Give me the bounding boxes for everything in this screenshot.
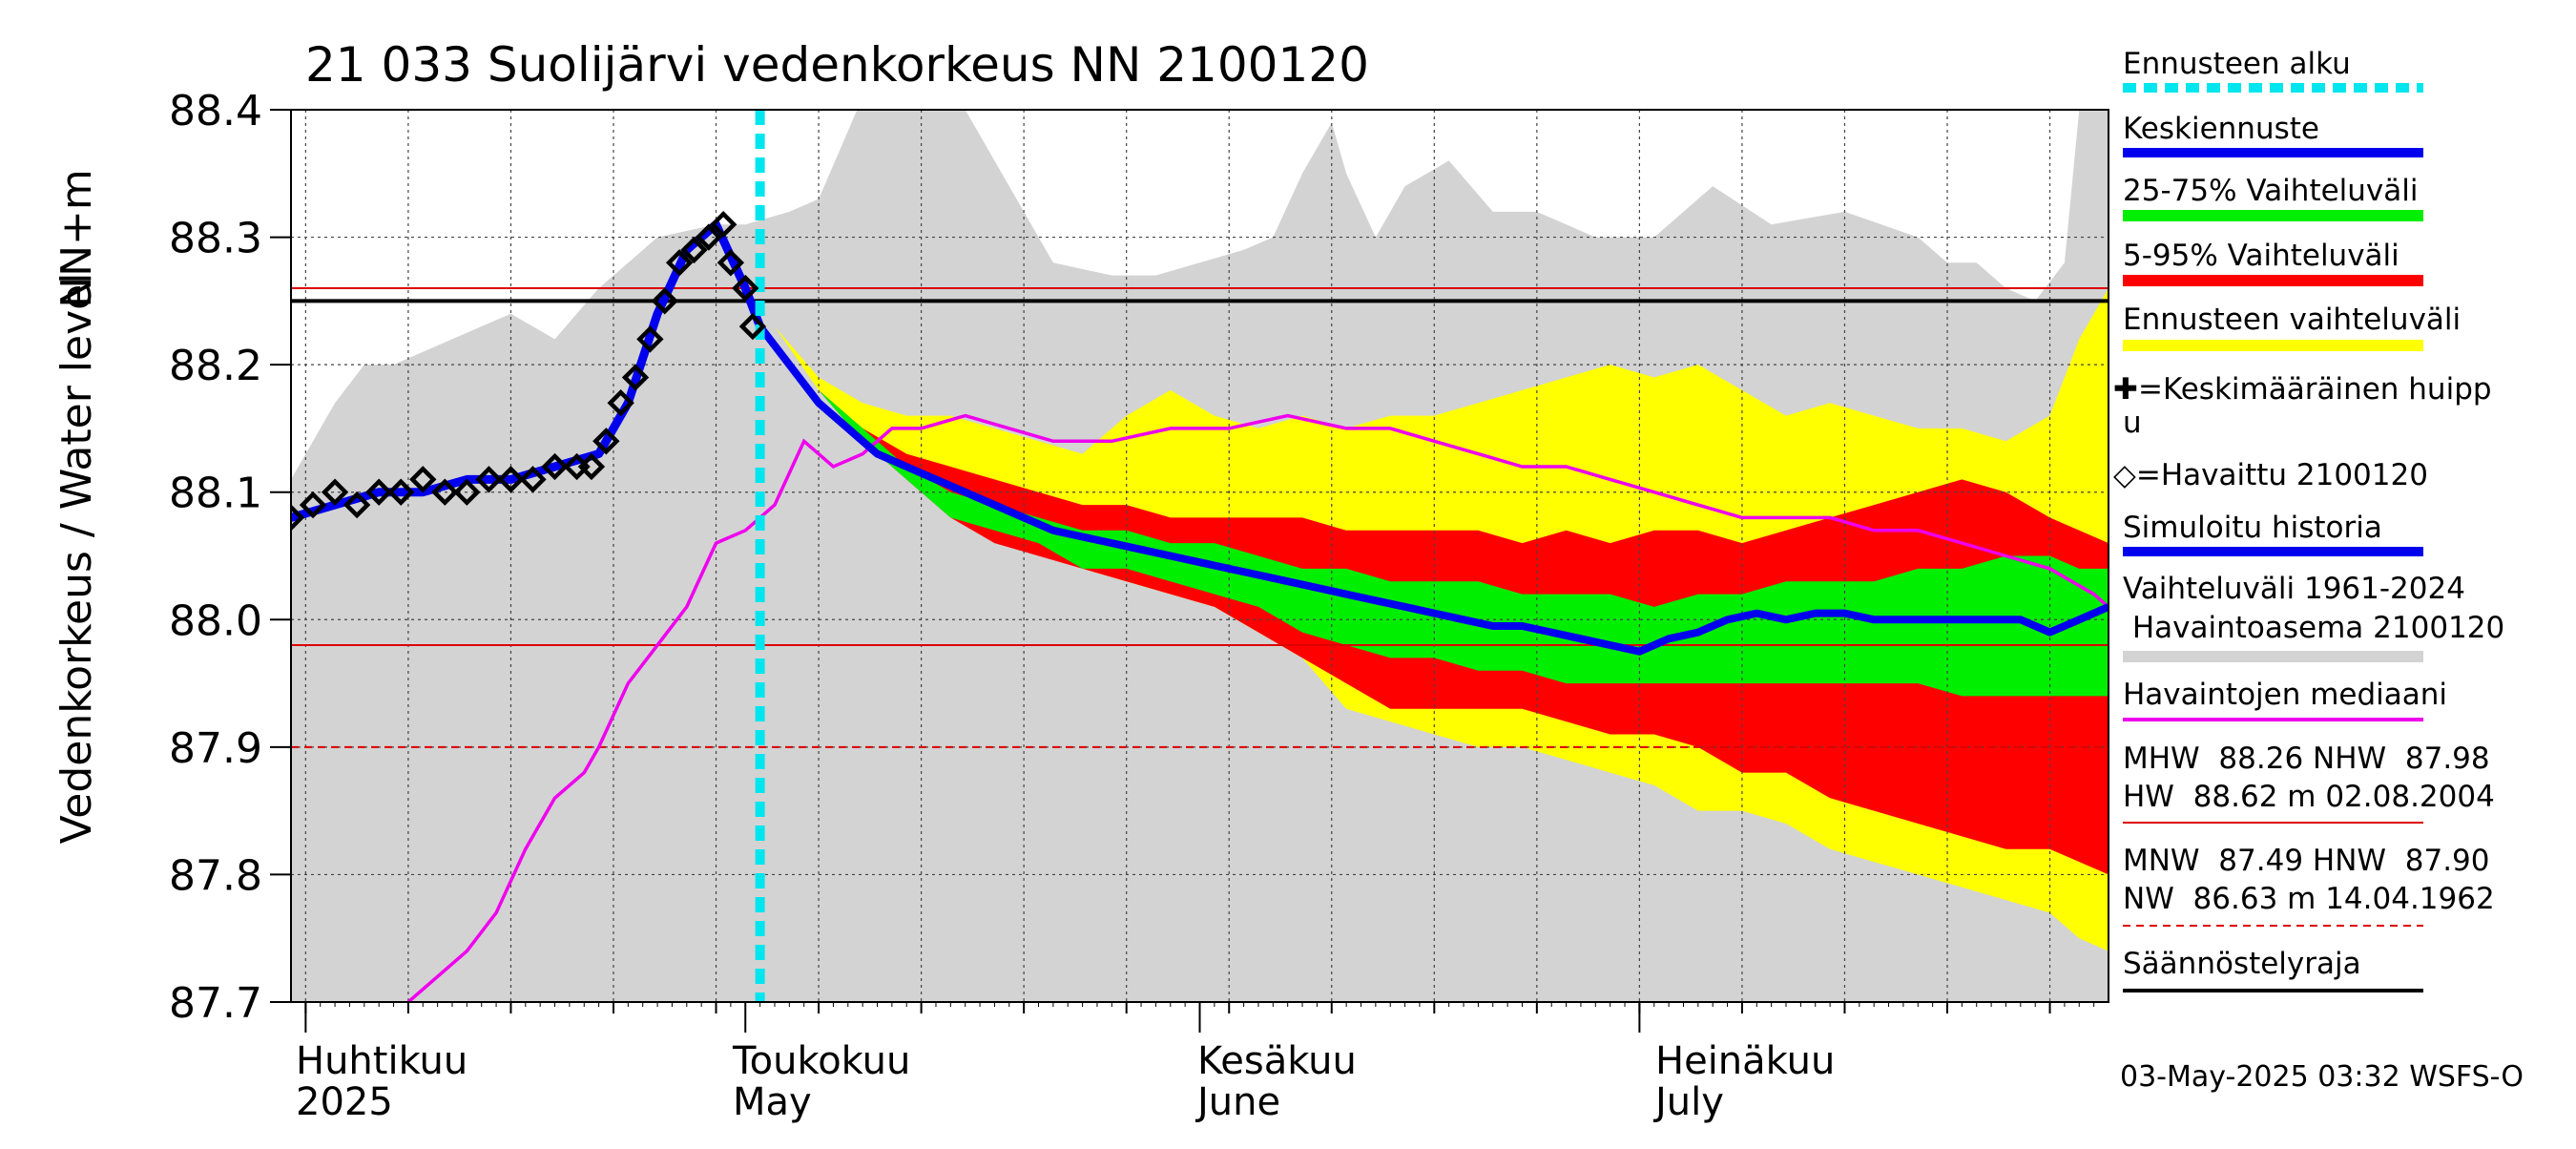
legend-forecast-range-label: Ennusteen vaihteluväli <box>2123 303 2461 337</box>
y-tick-label: 88.1 <box>169 470 262 518</box>
mean-forecast-line <box>757 324 2109 656</box>
y-tick-label: 87.8 <box>169 851 262 900</box>
chart-title: 21 033 Suolijärvi vedenkorkeus NN 210012… <box>305 37 1369 93</box>
observed-point <box>497 466 525 493</box>
legend-regulation-label: Säännöstelyraja <box>2123 947 2361 981</box>
observed-point <box>541 452 569 481</box>
month-label-april: Huhtikuu <box>296 1039 467 1083</box>
legend-mhw-label: MHW 88.26 NHW 87.98 <box>2123 742 2490 776</box>
observed-point <box>387 478 415 506</box>
legend-forecast-start-label: Ennusteen alku <box>2123 47 2351 81</box>
observed-point <box>592 428 620 455</box>
observed-point <box>299 491 327 519</box>
observed-point <box>621 364 650 391</box>
month-sublabel-june: June <box>1195 1080 1280 1124</box>
plot-area <box>291 110 2109 1002</box>
observed-point <box>680 236 708 264</box>
legend-median-label: Havaintojen mediaani <box>2123 678 2447 712</box>
observed-point <box>695 223 723 251</box>
timestamp: 03-May-2025 03:32 WSFS-O <box>2120 1060 2524 1094</box>
observed-point <box>732 274 759 303</box>
month-label-may: Toukokuu <box>732 1039 910 1083</box>
month-sublabel-may: May <box>733 1080 812 1124</box>
legend-mnw-label: MNW 87.49 HNW 87.90 <box>2123 844 2490 878</box>
legend: Ennusteen alku Keskiennuste 25-75% Vaiht… <box>2113 47 2504 992</box>
observed-point <box>607 389 634 417</box>
y-unit-label: NN+m <box>52 169 101 308</box>
legend-nw-label: NW 86.63 m 14.04.1962 <box>2123 882 2495 916</box>
observed-point <box>577 452 606 481</box>
observed-point <box>665 249 694 277</box>
legend-band-25-75-label: 25-75% Vaihteluväli <box>2123 174 2419 208</box>
observed-point <box>636 325 664 353</box>
observed-point <box>651 287 678 315</box>
legend-mean-forecast-label: Keskiennuste <box>2123 112 2319 146</box>
month-sublabel-july: July <box>1652 1080 1724 1124</box>
observed-point <box>321 478 349 506</box>
observed-point <box>519 466 547 493</box>
y-tick-label: 88.3 <box>169 215 262 263</box>
plot-frame <box>290 109 2109 1003</box>
legend-hist-range-label-2: Havaintoasema 2100120 <box>2123 611 2504 645</box>
observed-series <box>291 211 767 532</box>
observed-point <box>291 504 305 532</box>
month-label-july: Heinäkuu <box>1655 1039 1835 1083</box>
observed-point <box>409 466 437 493</box>
legend-hw-label: HW 88.62 m 02.08.2004 <box>2123 780 2495 814</box>
legend-mean-peak-label-cont: u <box>2123 406 2142 440</box>
month-sublabel-april: 2025 <box>296 1080 393 1124</box>
observed-point <box>475 466 503 493</box>
observed-point <box>738 312 767 341</box>
y-tick-label: 87.9 <box>169 724 262 773</box>
observed-point <box>364 478 393 506</box>
observed-point <box>710 211 737 239</box>
y-tick-label: 88.4 <box>169 87 262 136</box>
band-25-75 <box>775 326 2109 697</box>
observed-point <box>431 478 459 506</box>
legend-observed-label: ◇=Havaittu 2100120 <box>2113 458 2428 492</box>
median-line <box>406 413 2109 1002</box>
observed-point <box>453 478 481 506</box>
y-tick-label: 88.2 <box>169 342 262 390</box>
legend-band-5-95-label: 5-95% Vaihteluväli <box>2123 239 2399 273</box>
observed-point <box>343 491 371 519</box>
y-tick-label: 87.7 <box>169 979 262 1028</box>
y-tick-label: 88.0 <box>169 596 262 645</box>
legend-hist-range-label: Vaihteluväli 1961-2024 <box>2123 572 2465 606</box>
observed-point <box>717 249 745 277</box>
legend-mean-peak-label: ✚=Keskimääräinen huipp <box>2113 372 2492 407</box>
legend-simulated-label: Simuloitu historia <box>2123 511 2382 545</box>
month-label-june: Kesäkuu <box>1197 1039 1357 1083</box>
y-axis-label: Vedenkorkeus / Water level <box>52 273 101 845</box>
